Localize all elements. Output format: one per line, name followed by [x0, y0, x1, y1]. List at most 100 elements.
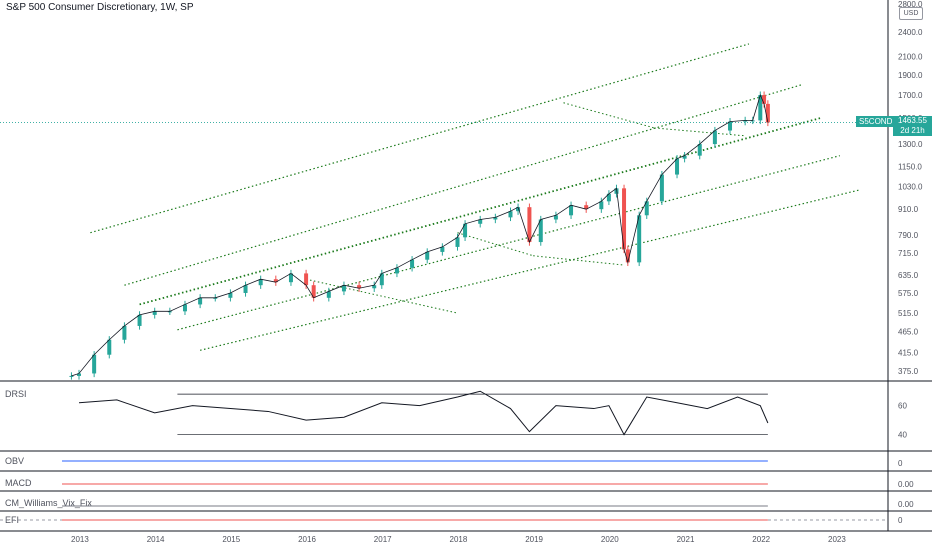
price-candle: [527, 207, 532, 243]
x-tick-label: 2022: [752, 535, 770, 544]
x-tick-label: 2018: [450, 535, 468, 544]
price-value: 1463.55: [898, 116, 927, 125]
price-candle: [625, 249, 630, 263]
price-candle: [379, 273, 384, 286]
price-candle: [394, 267, 399, 274]
price-candle: [569, 205, 574, 216]
price-value-tag: 1463.55 2d 21h: [893, 116, 932, 136]
price-series: [0, 91, 888, 380]
price-candle: [326, 291, 331, 298]
connector-line: [533, 255, 625, 266]
axes: 2800.02400.02100.01900.01700.01500.01300…: [71, 0, 923, 544]
y-tick-label: 1700.0: [898, 91, 923, 100]
drsi-tick-label: 60: [898, 402, 907, 411]
price-candle: [599, 201, 604, 210]
symbol-tag: S5COND: [856, 116, 896, 127]
price-candle: [425, 251, 430, 260]
price-candle: [213, 297, 218, 299]
price-candle: [122, 325, 127, 340]
drsi-label: DRSI: [5, 389, 27, 399]
y-tick-label: 910.0: [898, 205, 919, 214]
connector-line: [563, 102, 655, 129]
price-candle: [372, 285, 377, 289]
price-candle: [493, 217, 498, 220]
currency-label[interactable]: USD: [899, 7, 923, 20]
price-candle: [637, 215, 642, 263]
price-candle: [758, 95, 763, 121]
y-tick-label: 1900.0: [898, 71, 923, 80]
price-candle: [311, 285, 316, 298]
price-candle: [584, 205, 589, 210]
price-path: [71, 93, 769, 377]
price-candle: [152, 311, 157, 315]
price-candle: [182, 304, 187, 312]
price-candle: [508, 211, 513, 218]
x-tick-label: 2015: [222, 535, 240, 544]
lower-tick-label: 0: [898, 459, 903, 468]
y-tick-label: 515.0: [898, 309, 919, 318]
price-candle: [697, 144, 702, 156]
drsi-tick-label: 40: [898, 431, 907, 440]
price-candle: [478, 219, 483, 224]
price-candle: [750, 120, 755, 122]
price-candle: [538, 219, 543, 243]
price-candle: [167, 311, 172, 313]
price-candle: [762, 95, 767, 104]
price-candle: [659, 174, 664, 202]
y-tick-label: 575.0: [898, 289, 919, 298]
y-tick-label: 1150.0: [898, 162, 922, 171]
price-candle: [77, 373, 81, 376]
price-candle: [440, 246, 445, 252]
x-tick-label: 2014: [147, 535, 165, 544]
lower-tick-label: 0.00: [898, 480, 914, 489]
price-candle: [606, 193, 611, 202]
price-candle: [137, 314, 142, 326]
x-tick-label: 2019: [525, 535, 543, 544]
price-candle: [622, 188, 627, 250]
connector-line: [305, 278, 458, 314]
price-candle: [304, 273, 309, 286]
price-candle: [243, 285, 248, 293]
y-tick-label: 2100.0: [898, 53, 923, 62]
price-candle: [712, 130, 717, 145]
price-candle: [644, 201, 649, 216]
price-candle: [553, 215, 558, 220]
connector-line: [457, 232, 534, 257]
macd-label: MACD: [5, 478, 32, 488]
price-candle: [273, 279, 278, 283]
price-candle: [463, 223, 468, 238]
channel-lines: [90, 43, 859, 351]
drsi-pane: [78, 390, 769, 436]
y-tick-label: 2400.0: [898, 28, 923, 37]
lower-tick-label: 0.00: [898, 500, 914, 509]
grid-layer: [0, 0, 932, 532]
price-candle: [69, 375, 74, 377]
price-candle: [675, 158, 680, 175]
price-candle: [198, 297, 203, 305]
y-tick-label: 375.0: [898, 367, 919, 376]
y-tick-label: 635.0: [898, 271, 919, 280]
countdown: 2d 21h: [900, 126, 925, 135]
price-candle: [516, 207, 521, 212]
price-candle: [357, 285, 362, 289]
x-tick-label: 2013: [71, 535, 89, 544]
channel-line: [139, 117, 822, 306]
price-candle: [743, 120, 748, 122]
price-candle: [682, 155, 687, 159]
price-candle: [728, 121, 733, 131]
x-tick-label: 2023: [828, 535, 846, 544]
price-candle: [258, 279, 263, 286]
price-candle: [228, 292, 233, 298]
price-candle: [341, 285, 346, 292]
price-candle: [92, 354, 97, 374]
x-tick-label: 2021: [677, 535, 695, 544]
channel-line: [199, 189, 859, 351]
y-tick-label: 465.0: [898, 328, 919, 337]
y-tick-label: 715.0: [898, 249, 919, 258]
x-tick-label: 2016: [298, 535, 316, 544]
drsi-line: [78, 390, 769, 436]
channel-line: [90, 43, 750, 234]
price-candle: [410, 259, 415, 268]
y-tick-label: 1300.0: [898, 140, 923, 149]
